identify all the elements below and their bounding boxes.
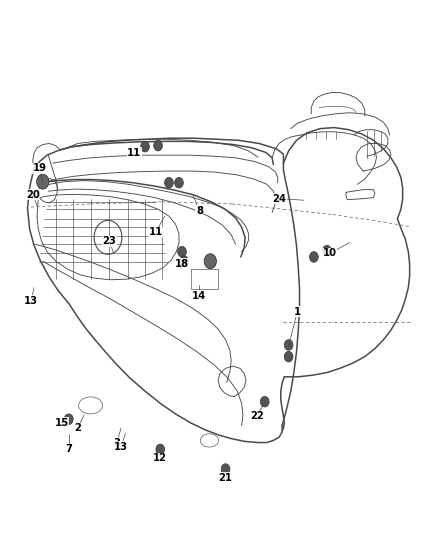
Text: 1: 1 [294, 306, 301, 317]
Circle shape [180, 256, 188, 266]
Circle shape [154, 140, 162, 151]
Text: 23: 23 [102, 236, 116, 246]
Circle shape [260, 397, 269, 407]
Text: 10: 10 [323, 248, 337, 259]
Text: 11: 11 [149, 227, 163, 237]
Circle shape [284, 351, 293, 362]
Text: 3: 3 [113, 438, 120, 448]
Circle shape [310, 252, 318, 262]
Circle shape [204, 254, 216, 269]
Circle shape [175, 177, 184, 188]
Circle shape [37, 174, 49, 189]
Circle shape [284, 340, 293, 350]
Circle shape [221, 464, 230, 474]
Text: 13: 13 [24, 296, 38, 306]
Circle shape [64, 414, 73, 424]
Text: 12: 12 [153, 454, 167, 463]
Text: 14: 14 [192, 290, 207, 301]
Text: 22: 22 [251, 411, 264, 421]
Circle shape [322, 245, 331, 256]
Text: 15: 15 [54, 418, 68, 428]
Text: 2: 2 [74, 423, 81, 433]
Text: 21: 21 [219, 473, 233, 482]
Circle shape [141, 141, 149, 152]
Text: 8: 8 [196, 206, 203, 216]
Text: 11: 11 [127, 148, 141, 158]
Text: 18: 18 [175, 259, 189, 269]
Text: 7: 7 [65, 445, 72, 455]
Circle shape [178, 246, 186, 257]
Circle shape [156, 444, 165, 455]
Text: 19: 19 [33, 164, 47, 173]
Text: 24: 24 [272, 193, 286, 204]
Circle shape [165, 177, 173, 188]
Text: 13: 13 [114, 442, 128, 452]
Text: 20: 20 [26, 190, 39, 200]
